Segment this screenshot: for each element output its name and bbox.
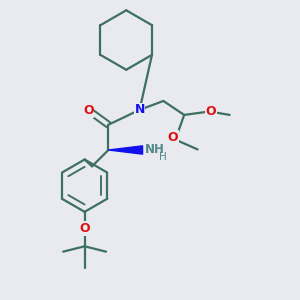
Text: O: O: [167, 131, 178, 144]
Text: O: O: [205, 105, 216, 118]
Text: O: O: [79, 222, 90, 235]
Text: NH: NH: [145, 143, 165, 156]
Polygon shape: [108, 146, 142, 154]
Text: O: O: [83, 104, 94, 117]
Text: N: N: [134, 103, 145, 116]
Text: H: H: [160, 152, 167, 161]
